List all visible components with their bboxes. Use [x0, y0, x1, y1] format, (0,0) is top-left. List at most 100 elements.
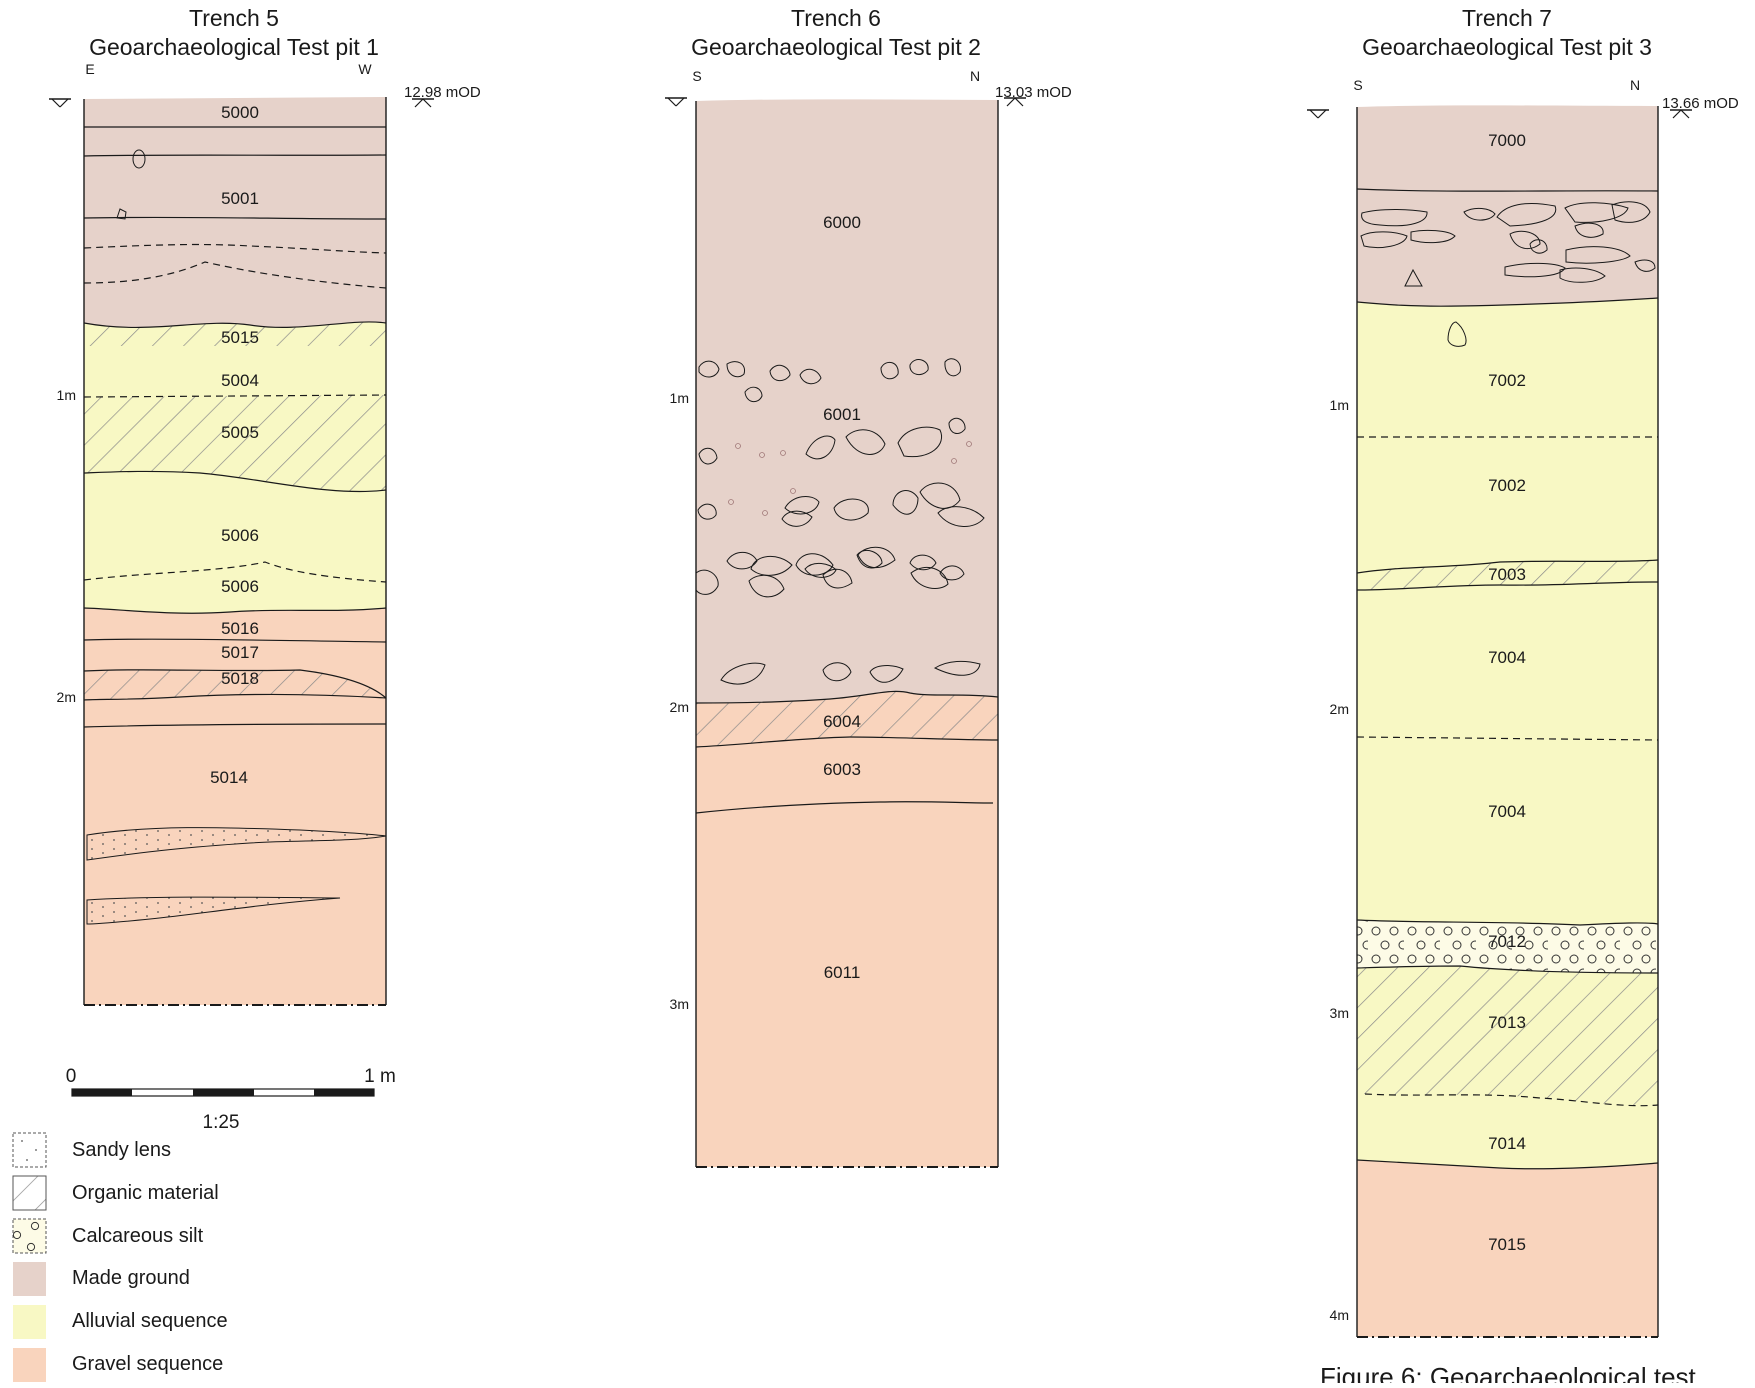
- trench-5-hatch-5015: [84, 321, 386, 346]
- trench-6-datum-label: 13.03 mOD: [995, 84, 1072, 101]
- trench-5-stones: [116, 149, 146, 220]
- trench-7-depth-1m: 1m: [1330, 397, 1349, 413]
- trench-6-made-ground-fill: [696, 99, 998, 704]
- trench-5-context-label: 5014: [210, 768, 248, 787]
- legend-label: Made ground: [72, 1267, 190, 1289]
- trench-7-context-label: 7014: [1488, 1134, 1526, 1153]
- trench-6-title: Trench 6: [791, 5, 881, 31]
- trench-6-small-pebbles: [728, 441, 972, 516]
- scale-bar-ratio: 1:25: [203, 1112, 240, 1133]
- trench-7-context-label: 7004: [1488, 802, 1526, 821]
- trench-6-context-label: 6001: [823, 405, 861, 424]
- trench-7-context-label: 7002: [1488, 371, 1526, 390]
- trench-5-depth-2m: 2m: [57, 689, 76, 705]
- trench-7-context-label: 7004: [1488, 648, 1526, 667]
- trench-6-orient-left: S: [692, 68, 701, 84]
- legend-item: Sandy lens: [12, 1132, 171, 1168]
- trench-7-context-label: 7012: [1488, 932, 1526, 951]
- legend-item: Alluvial sequence: [13, 1305, 228, 1339]
- trench-7-orient-left: S: [1353, 77, 1362, 93]
- trench-6-orient-right: N: [970, 68, 980, 84]
- trench-6-context-label: 6004: [823, 712, 861, 731]
- trench-5-sandy-lenses: [86, 827, 387, 925]
- trench-5-gradual-boundaries: [83, 243, 387, 583]
- trench-5-context-label: 5016: [221, 619, 259, 638]
- trench-7-depth-4m: 4m: [1330, 1307, 1349, 1323]
- trench-5-datum-label: 12.98 mOD: [404, 84, 481, 101]
- legend: Sandy lens Organic material Calcareous s…: [12, 1132, 228, 1382]
- trench-5-title: Trench 5: [189, 5, 279, 31]
- trench-6-depth-1m: 1m: [670, 390, 689, 406]
- trench-5-hatch-5005: [84, 395, 386, 492]
- legend-label: Sandy lens: [72, 1139, 171, 1161]
- trench-5-datum-marker-right: [412, 98, 434, 108]
- scale-bar-start-label: 0: [66, 1066, 77, 1087]
- trench-7-context-label: 7013: [1488, 1013, 1526, 1032]
- trench-5-column: Trench 5 Geoarchaeological Test pit 1 E …: [49, 5, 481, 1006]
- trench-7-made-ground-fill: [1357, 105, 1658, 307]
- trench-6-context-label: 6003: [823, 760, 861, 779]
- trench-6-depth-2m: 2m: [670, 699, 689, 715]
- trench-5-orient-right: W: [358, 61, 372, 77]
- legend-item: Gravel sequence: [13, 1348, 223, 1382]
- trench-7-datum-label: 13.66 mOD: [1662, 95, 1739, 112]
- trench-7-gradual-boundaries: [1356, 436, 1659, 1107]
- trench-5-context-label: 5000: [221, 103, 259, 122]
- trench-7-context-label: 7000: [1488, 131, 1526, 150]
- trench-5-datum-marker-left: [49, 98, 71, 108]
- trench-7-datum-marker-left: [1307, 109, 1329, 119]
- trench-7-rubble-stones: [1360, 201, 1656, 347]
- trench-7-depth-3m: 3m: [1330, 1005, 1349, 1021]
- trench-6-context-label: 6000: [823, 213, 861, 232]
- legend-label: Gravel sequence: [72, 1353, 223, 1375]
- trench-5-depth-1m: 1m: [57, 387, 76, 403]
- trench-7-column: Trench 7 Geoarchaeological Test pit 3 S …: [1307, 5, 1739, 1338]
- trench-6-boundaries: [695, 690, 999, 814]
- trench-5-hatch-5018: [84, 669, 386, 700]
- trench-6-test-pit-title: Geoarchaeological Test pit 2: [691, 34, 981, 60]
- trench-5-context-label: 5001: [221, 189, 259, 208]
- trench-7-datum-marker-right: [1670, 109, 1692, 119]
- legend-item: Made ground: [13, 1262, 190, 1296]
- trench-7-context-label: 7002: [1488, 476, 1526, 495]
- legend-label: Organic material: [72, 1182, 219, 1204]
- trench-5-context-label: 5015: [221, 328, 259, 347]
- trench-7-calc-silt-circles: [1357, 920, 1658, 973]
- legend-label: Calcareous silt: [72, 1225, 204, 1247]
- trench-6-datum-marker-right: [1004, 97, 1026, 107]
- trench-5-made-ground-fill: [84, 97, 386, 328]
- trench-7-hatch-7003: [1357, 560, 1658, 590]
- trench-7-title: Trench 7: [1462, 5, 1552, 31]
- trench-5-context-label: 5005: [221, 423, 259, 442]
- trench-5-context-label: 5017: [221, 643, 259, 662]
- legend-label: Alluvial sequence: [72, 1310, 228, 1332]
- legend-item: Organic material: [12, 1175, 219, 1211]
- trench-5-test-pit-title: Geoarchaeological Test pit 1: [89, 34, 379, 60]
- legend-item: Calcareous silt: [12, 1218, 204, 1254]
- trench-7-gravel-fill: [1357, 1160, 1658, 1337]
- trench-7-test-pit-title: Geoarchaeological Test pit 3: [1362, 34, 1652, 60]
- trench-6-column: Trench 6 Geoarchaeological Test pit 2 S …: [665, 5, 1072, 1168]
- figure-caption: Figure 6: Geoarchaeological test: [1320, 1362, 1697, 1383]
- trench-5-context-label: 5004: [221, 371, 259, 390]
- scale-bar-end-label: 1 m: [364, 1066, 396, 1087]
- trench-7-context-label: 7003: [1488, 565, 1526, 584]
- trench-5-context-label: 5006: [221, 577, 259, 596]
- trench-5-context-label: 5018: [221, 669, 259, 688]
- trench-6-depth-3m: 3m: [670, 996, 689, 1012]
- trench-7-boundaries: [1356, 188, 1659, 1170]
- trench-5-orient-left: E: [85, 61, 94, 77]
- trench-5-boundaries: [83, 126, 387, 728]
- trench-7-hatch-7013: [1357, 966, 1658, 1106]
- trench-5-context-label: 5006: [221, 526, 259, 545]
- trench-7-orient-right: N: [1630, 77, 1640, 93]
- trench-6-gravel-fill: [696, 691, 998, 1167]
- trench-6-hatch-6004: [696, 691, 998, 747]
- trench-6-context-label: 6011: [824, 963, 861, 982]
- trench-7-context-label: 7015: [1488, 1235, 1526, 1254]
- trench-6-rubble-stones: [695, 358, 985, 685]
- trench-7-depth-2m: 2m: [1330, 701, 1349, 717]
- trench-5-gravel-fill: [84, 608, 386, 1005]
